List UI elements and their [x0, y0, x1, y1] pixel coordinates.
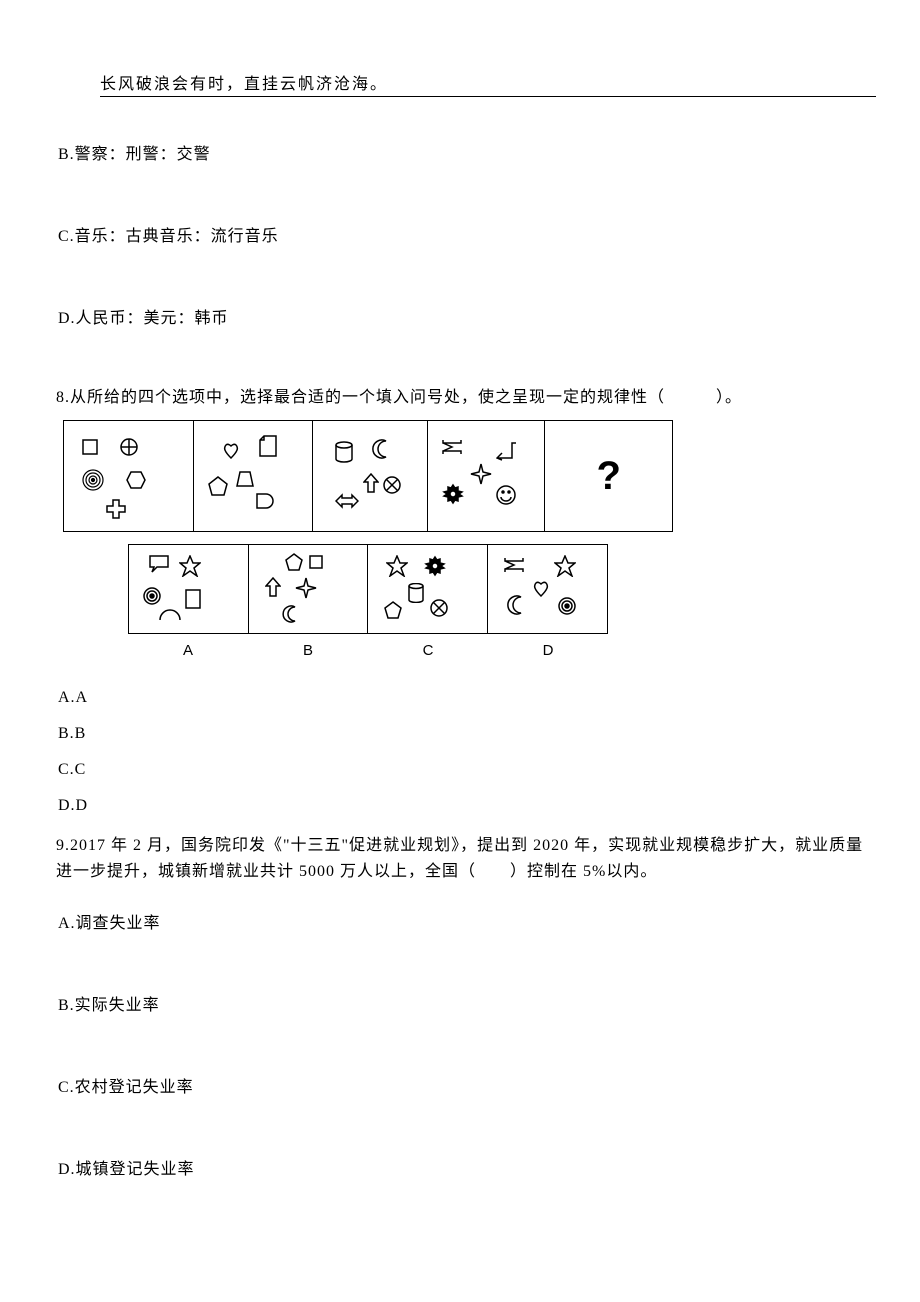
prev-option-d: D.人民币：美元：韩币 [58, 304, 876, 328]
circle-x-icon [383, 476, 401, 494]
header-underline [100, 96, 876, 97]
prev-option-b: B.警察：刑警：交警 [58, 140, 876, 164]
up-arrow-icon [363, 473, 379, 493]
cylinder-icon [408, 583, 424, 603]
up-arrow-icon [265, 577, 281, 597]
heart-icon [532, 581, 550, 597]
label-c: C [368, 642, 488, 659]
q8-top-cell-2 [194, 421, 314, 531]
page-icon [259, 435, 277, 457]
header-motto: 长风破浪会有时，直挂云帆济沧海。 [100, 70, 388, 94]
question-mark-icon: ? [596, 454, 620, 499]
left-right-arrow-icon [335, 493, 359, 509]
pentagon-icon [208, 476, 228, 496]
main-content: B.警察：刑警：交警 C.音乐：古典音乐：流行音乐 D.人民币：美元：韩币 8.… [58, 140, 876, 1237]
heart-icon [222, 443, 240, 459]
trapezoid-icon [236, 471, 254, 487]
question-9-text: 9.2017 年 2 月，国务院印发《"十三五"促进就业规划》，提出到 2020… [56, 833, 876, 884]
sparkle-icon [295, 577, 317, 599]
crescent-icon [281, 605, 299, 623]
target-icon [143, 587, 161, 605]
q8-choice-c-cell [368, 545, 488, 633]
sparkle-icon [470, 463, 492, 485]
star-icon [179, 555, 201, 577]
q8-option-b: B.B [58, 725, 876, 743]
return-arrow-icon [496, 441, 518, 461]
q8-choice-d-cell [488, 545, 608, 633]
q8-top-cell-4 [428, 421, 546, 531]
circle-x-icon [430, 599, 448, 617]
square-icon [309, 555, 323, 569]
target-icon [558, 597, 576, 615]
q8-option-labels: A B C D [128, 642, 608, 659]
smiley-icon [496, 485, 516, 505]
rect-icon [185, 589, 201, 609]
label-a: A [128, 642, 248, 659]
gear-icon [442, 483, 464, 505]
star-icon [386, 555, 408, 577]
prev-option-c: C.音乐：古典音乐：流行音乐 [58, 222, 876, 246]
plus-icon [106, 499, 126, 519]
pentagon-icon [285, 553, 303, 571]
pentagon-icon [384, 601, 402, 619]
question-8-text: 8.从所给的四个选项中，选择最合适的一个填入问号处，使之呈现一定的规律性（ ）。 [56, 386, 876, 410]
sigma-icon [504, 557, 524, 573]
crescent-icon [371, 439, 391, 459]
sigma-icon [442, 439, 462, 455]
circle-plus-icon [119, 437, 139, 457]
q8-option-c: C.C [58, 761, 876, 779]
spiral-icon [82, 469, 104, 491]
q8-figure: ? [63, 420, 876, 659]
q8-choice-b-cell [249, 545, 369, 633]
q9-option-a: A.调查失业率 [58, 909, 876, 933]
q8-top-cell-1 [64, 421, 194, 531]
label-d: D [488, 642, 608, 659]
speech-icon [149, 555, 169, 573]
q8-option-d: D.D [58, 797, 876, 815]
gear-icon [424, 555, 446, 577]
arc-icon [159, 607, 181, 621]
q8-bottom-row [128, 544, 608, 634]
cylinder-icon [335, 441, 353, 463]
q8-options: A.A B.B C.C D.D [58, 689, 876, 815]
q8-top-cell-5: ? [545, 421, 672, 531]
q8-top-cell-3 [313, 421, 428, 531]
q9-option-d: D.城镇登记失业率 [58, 1155, 876, 1179]
star-icon [554, 555, 576, 577]
hexagon-icon [126, 471, 146, 489]
square-icon [82, 439, 98, 455]
q8-choice-a-cell [129, 545, 249, 633]
label-b: B [248, 642, 368, 659]
q9-option-c: C.农村登记失业率 [58, 1073, 876, 1097]
crescent-icon [506, 595, 526, 615]
q8-top-row: ? [63, 420, 673, 532]
q8-option-a: A.A [58, 689, 876, 707]
q9-option-b: B.实际失业率 [58, 991, 876, 1015]
d-shape-icon [256, 493, 274, 509]
